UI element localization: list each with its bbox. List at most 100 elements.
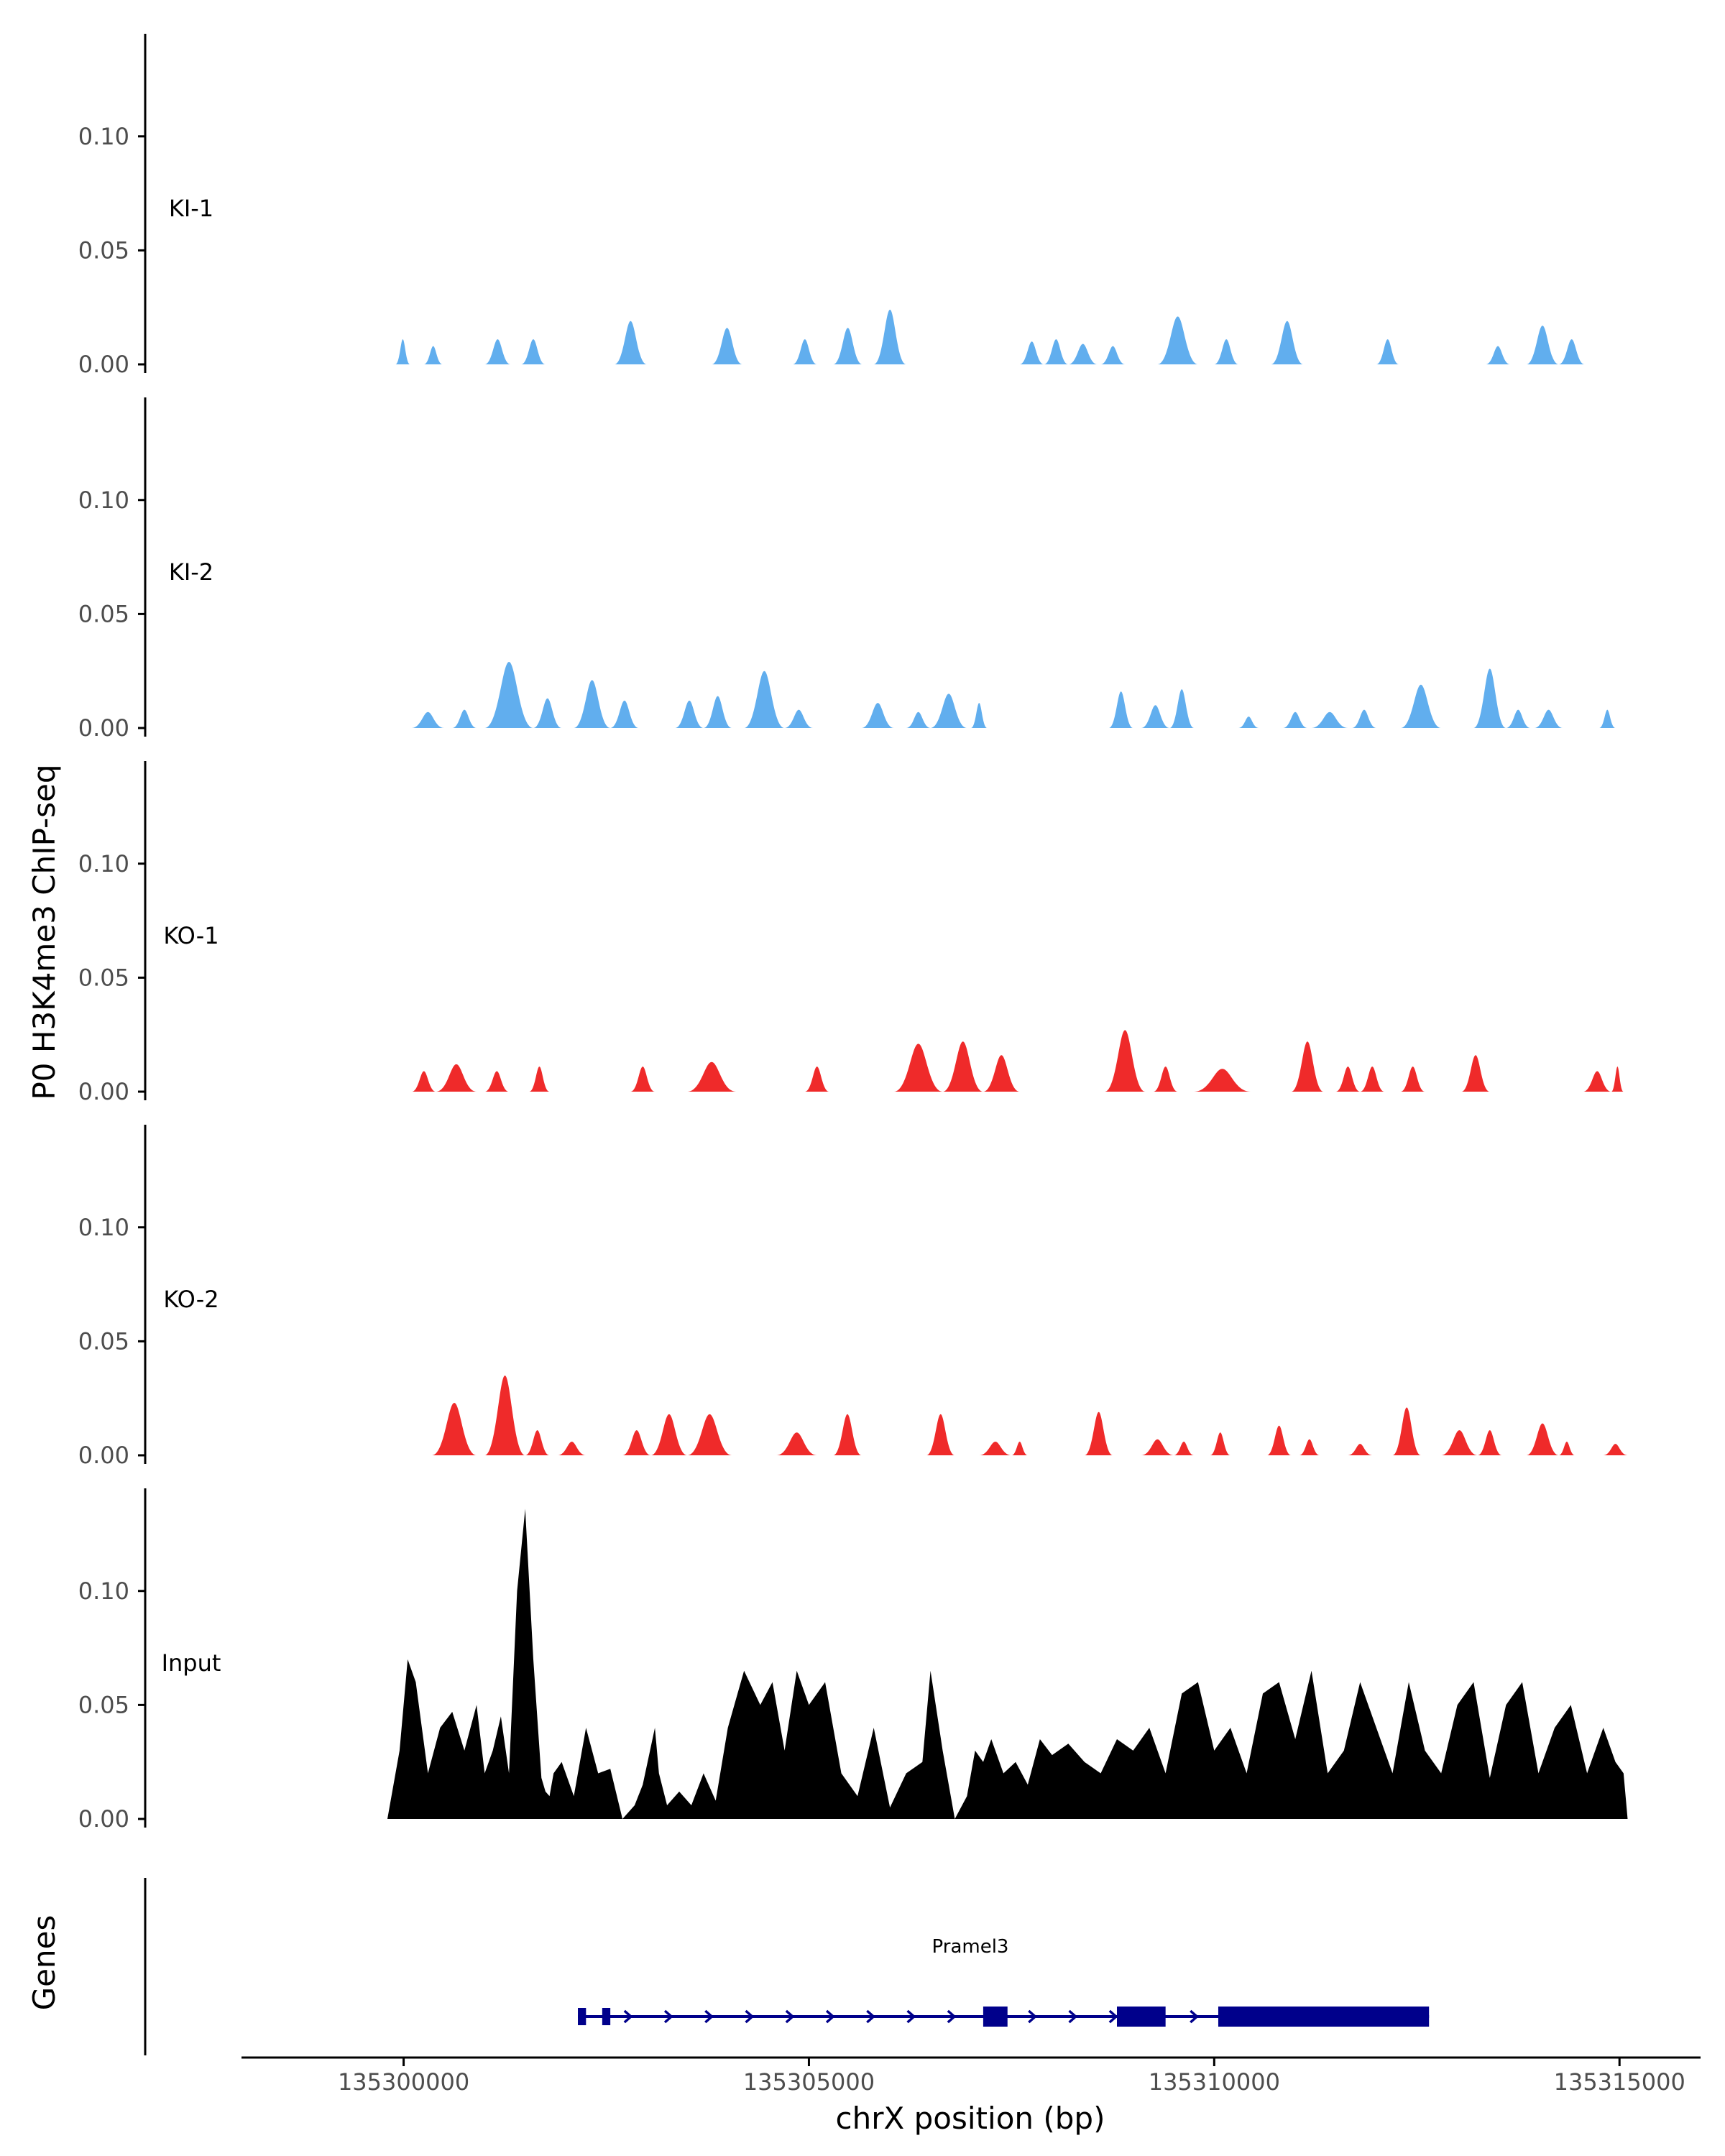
y-tick-label: 0.00 xyxy=(78,1078,129,1105)
y-tick-label: 0.10 xyxy=(78,1214,129,1241)
peak xyxy=(484,339,511,364)
track-label-ko-1: KO-1 xyxy=(163,922,218,949)
y-tick-label: 0.00 xyxy=(78,351,129,378)
peak xyxy=(1461,1055,1490,1092)
peak xyxy=(1506,709,1531,728)
peak xyxy=(1392,1407,1421,1455)
peak xyxy=(971,703,988,728)
genes-track-title: Genes xyxy=(27,1915,62,2011)
peak xyxy=(1238,717,1259,728)
gene-annotation-panel: Pramel3 xyxy=(144,1878,1430,2055)
x-axis: 135300000 135305000 135310000 135315000 xyxy=(242,2056,1701,2096)
peak xyxy=(1352,709,1376,728)
y-tick-label: 0.05 xyxy=(78,236,129,264)
peak xyxy=(1400,684,1442,728)
track-label-ki-1: KI-1 xyxy=(169,195,213,222)
peak xyxy=(557,1441,586,1455)
gene-exon xyxy=(983,2007,1008,2027)
peak xyxy=(574,680,611,728)
strand-arrow xyxy=(866,2009,875,2024)
peak xyxy=(906,711,931,728)
peak xyxy=(423,346,443,364)
peak xyxy=(712,328,742,364)
peak xyxy=(833,1414,862,1455)
strand-arrow xyxy=(704,2009,714,2024)
y-tick-label: 0.00 xyxy=(78,1442,129,1469)
strand-arrow xyxy=(906,2009,916,2024)
peak xyxy=(1599,709,1616,728)
gene-exon xyxy=(1218,2007,1430,2027)
y-tick-label: 0.05 xyxy=(78,1691,129,1718)
x-tick-label: 135310000 xyxy=(1149,2068,1280,2096)
peak xyxy=(610,700,639,728)
gene-label: Pramel3 xyxy=(932,1936,1009,1958)
peak xyxy=(1526,326,1559,364)
y-tick-label: 0.10 xyxy=(78,1577,129,1605)
peak xyxy=(687,1061,736,1092)
strand-arrow xyxy=(785,2009,795,2024)
peak xyxy=(784,709,814,728)
track-ki-1: 0.00 0.05 0.10 KI-1 xyxy=(78,34,1585,378)
y-tick-label: 0.00 xyxy=(78,714,129,742)
gene-model xyxy=(578,2007,1430,2027)
peak xyxy=(1153,1067,1178,1092)
peak xyxy=(436,1064,477,1092)
gene-exon xyxy=(578,2008,586,2025)
peak xyxy=(861,703,894,728)
track-label-ki-2: KI-2 xyxy=(169,558,213,586)
x-axis-title: chrX position (bp) xyxy=(836,2101,1105,2136)
track-ko-2: 0.00 0.05 0.10 KO-2 xyxy=(78,1125,1628,1469)
track-label-ko-2: KO-2 xyxy=(163,1286,218,1313)
peak xyxy=(1558,339,1585,364)
peak xyxy=(1173,1441,1195,1455)
peak xyxy=(1019,341,1044,364)
x-tick-label: 135315000 xyxy=(1554,2068,1685,2096)
peak xyxy=(1210,1432,1230,1455)
peak xyxy=(1141,1439,1174,1455)
peak xyxy=(930,694,967,728)
peak xyxy=(1611,1067,1624,1092)
peak xyxy=(804,1067,829,1092)
peak xyxy=(614,321,647,364)
peak xyxy=(1105,1030,1146,1092)
y-tick-label: 0.10 xyxy=(78,850,129,877)
peak xyxy=(1291,1041,1324,1092)
track-ko-1: 0.00 0.05 0.10 KO-1 xyxy=(78,761,1624,1105)
track-label-input: Input xyxy=(162,1649,221,1677)
peak xyxy=(452,709,477,728)
peak xyxy=(833,328,862,364)
peak xyxy=(533,698,562,728)
peak xyxy=(1100,346,1126,364)
peak xyxy=(529,1067,550,1092)
peak xyxy=(1360,1067,1385,1092)
peak xyxy=(776,1432,817,1455)
peak xyxy=(1376,339,1399,364)
track-ki-2: 0.00 0.05 0.10 KI-2 xyxy=(78,397,1616,742)
peak xyxy=(1011,1441,1028,1455)
peak xyxy=(622,1430,651,1455)
peak xyxy=(1108,691,1133,728)
y-tick-label: 0.00 xyxy=(78,1805,129,1833)
strand-arrow xyxy=(663,2009,673,2024)
y-tick-label: 0.05 xyxy=(78,600,129,627)
strand-arrow xyxy=(623,2009,633,2024)
peak xyxy=(484,662,533,728)
peak xyxy=(1473,668,1506,728)
peak xyxy=(1311,711,1348,728)
peak xyxy=(1214,339,1239,364)
peak xyxy=(1526,1423,1559,1455)
peak xyxy=(873,309,906,364)
peak xyxy=(792,339,817,364)
strand-arrow xyxy=(825,2009,835,2024)
peak xyxy=(650,1414,688,1455)
x-tick-label: 135305000 xyxy=(743,2068,875,2096)
peak xyxy=(1044,339,1069,364)
y-axis-title: P0 H3K4me3 ChIP-seq xyxy=(27,764,62,1100)
peak xyxy=(744,671,785,728)
peak xyxy=(1169,689,1195,728)
peak xyxy=(525,1430,550,1455)
peak xyxy=(893,1044,943,1092)
peak xyxy=(1603,1444,1628,1455)
peak xyxy=(1558,1441,1576,1455)
peak xyxy=(942,1041,983,1092)
